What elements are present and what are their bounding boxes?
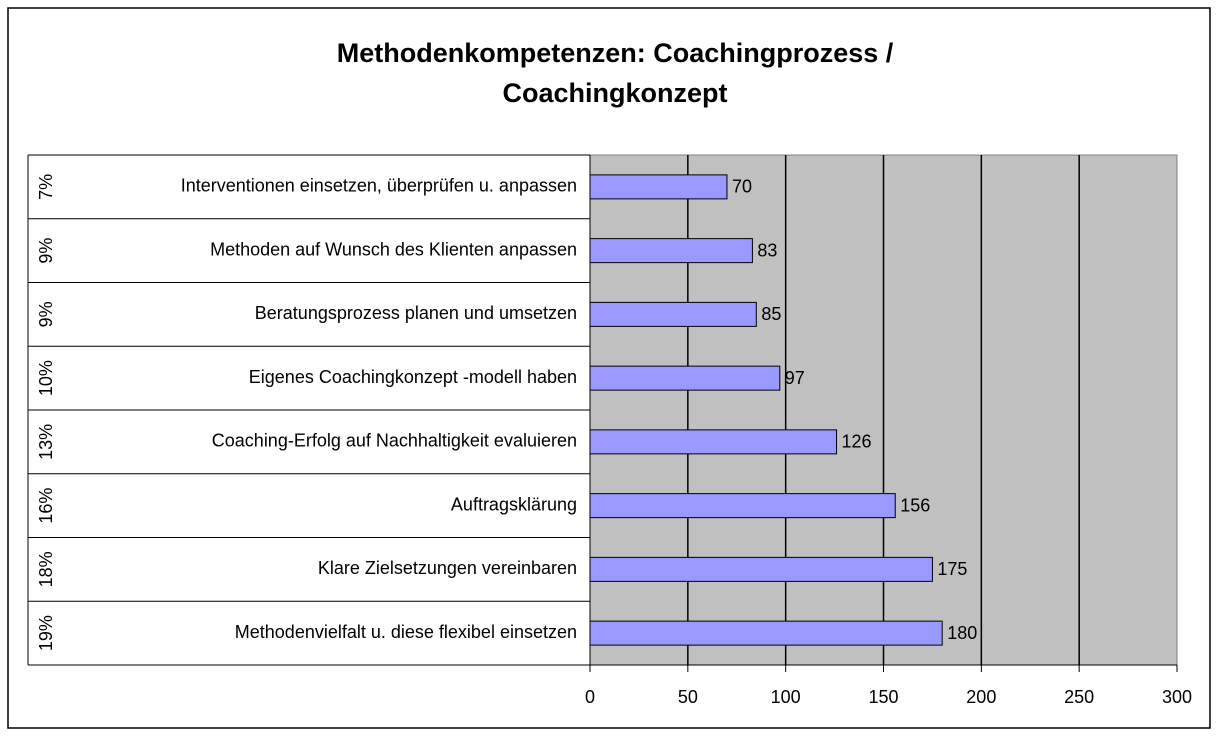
category-label: Klare Zielsetzungen vereinbaren <box>318 558 577 578</box>
bar <box>589 174 728 200</box>
group-label: 18% <box>36 551 56 587</box>
x-tick-label: 0 <box>585 687 595 707</box>
x-tick-label: 150 <box>868 687 898 707</box>
bar <box>589 238 753 264</box>
x-tick-label: 200 <box>966 687 996 707</box>
group-label: 9% <box>36 301 56 327</box>
bar <box>589 556 933 582</box>
value-label: 97 <box>785 368 805 388</box>
group-label: 19% <box>36 615 56 651</box>
category-label: Auftragsklärung <box>451 494 577 514</box>
group-label: 13% <box>36 424 56 460</box>
bar <box>589 301 757 327</box>
group-label: 10% <box>36 360 56 396</box>
value-label: 85 <box>761 304 781 324</box>
group-label: 16% <box>36 488 56 524</box>
value-label: 83 <box>757 240 777 260</box>
value-label: 70 <box>732 177 752 197</box>
bar <box>589 429 838 455</box>
value-label: 180 <box>947 623 977 643</box>
category-label: Methoden auf Wunsch des Klienten anpasse… <box>210 239 577 259</box>
x-tick-label: 300 <box>1162 687 1192 707</box>
bar <box>589 493 896 519</box>
value-label: 175 <box>937 559 967 579</box>
x-tick-label: 50 <box>678 687 698 707</box>
chart-title: Methodenkompetenzen: Coachingprozess / C… <box>336 38 894 108</box>
x-tick-label: 250 <box>1064 687 1094 707</box>
category-label: Coaching-Erfolg auf Nachhaltigkeit evalu… <box>212 431 577 451</box>
bar <box>589 365 781 391</box>
group-label: 7% <box>36 174 56 200</box>
value-label: 126 <box>842 432 872 452</box>
category-label: Interventionen einsetzen, überprüfen u. … <box>181 176 577 196</box>
bar <box>589 620 943 646</box>
category-label: Eigenes Coachingkonzept -modell haben <box>249 367 577 387</box>
group-label: 9% <box>36 238 56 264</box>
category-label: Methodenvielfalt u. diese flexibel einse… <box>235 622 577 642</box>
value-label: 156 <box>900 495 930 515</box>
category-label: Beratungsprozess planen und umsetzen <box>255 303 577 323</box>
x-tick-label: 100 <box>771 687 801 707</box>
